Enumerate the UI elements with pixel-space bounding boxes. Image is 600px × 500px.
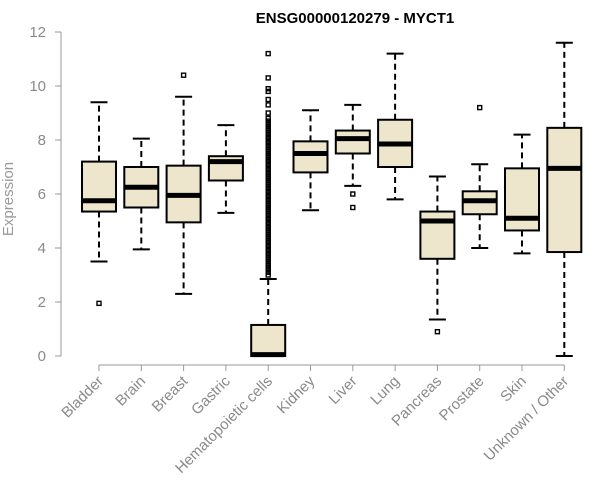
box-group (165, 72, 202, 295)
box-group (504, 133, 540, 255)
x-tick-label: Kidney (274, 372, 319, 417)
box-iqr (81, 160, 117, 213)
outlier-point (265, 88, 271, 95)
outlier-point (180, 72, 187, 78)
outlier-point (265, 261, 271, 267)
outlier-point (96, 300, 102, 307)
box-iqr (250, 323, 287, 358)
outlier-point (265, 85, 271, 92)
box-group (377, 52, 414, 201)
outlier-point (265, 253, 271, 259)
outlier-point (265, 96, 271, 103)
box-group (546, 41, 583, 357)
outlier-point (265, 50, 271, 57)
x-tick-label: Prostate (436, 373, 488, 425)
box-group (461, 104, 498, 249)
outlier-point (265, 131, 271, 138)
box-iqr (504, 167, 540, 232)
outlier-point (265, 239, 271, 246)
y-tick-label: 10 (29, 78, 46, 95)
outlier-point (265, 172, 271, 178)
x-tick-label: Bladder (58, 373, 107, 422)
outlier-point (265, 75, 271, 81)
outlier-point (265, 110, 271, 116)
outlier-point (434, 329, 441, 335)
outlier-point (265, 272, 271, 278)
x-tick-label: Liver (326, 373, 361, 408)
y-tick-label: 2 (38, 294, 46, 311)
y-axis-label: Expression (0, 162, 17, 236)
x-tick-label: Skin (497, 373, 530, 406)
box-iqr (546, 126, 583, 254)
y-axis: 0 2 4 6 8 10 12 (29, 24, 62, 365)
box-iqr (334, 129, 371, 155)
outlier-point (265, 158, 271, 165)
y-tick-label: 6 (38, 186, 46, 203)
box-group (334, 103, 371, 211)
box-group (207, 124, 244, 214)
y-tick-label: 8 (38, 132, 46, 149)
y-tick-label: 4 (38, 240, 46, 257)
box-iqr (292, 140, 329, 174)
box-group (123, 137, 160, 251)
outlier-point (350, 204, 356, 211)
outlier-point (265, 199, 271, 205)
outlier-point (265, 266, 271, 273)
y-tick-label: 0 (38, 348, 46, 365)
outlier-point (265, 145, 271, 151)
box-group (250, 50, 287, 358)
outlier-point (265, 258, 271, 265)
x-tick-label: Breast (149, 372, 192, 415)
outlier-point (265, 121, 271, 127)
outlier-point (265, 212, 271, 219)
x-tick-label: Brain (112, 373, 149, 410)
x-tick-label: Lung (367, 373, 403, 409)
box-group (81, 101, 117, 307)
box-group (419, 175, 456, 335)
chart-title: ENSG00000120279 - MYCT1 (256, 10, 454, 27)
outlier-point (265, 102, 271, 108)
outlier-point (265, 115, 271, 122)
outlier-point (477, 104, 483, 111)
outlier-point (265, 226, 271, 232)
box-group (292, 109, 329, 212)
plot-area (81, 41, 583, 358)
y-tick-label: 12 (29, 24, 46, 41)
outlier-point (350, 191, 356, 197)
outlier-point (265, 185, 271, 192)
